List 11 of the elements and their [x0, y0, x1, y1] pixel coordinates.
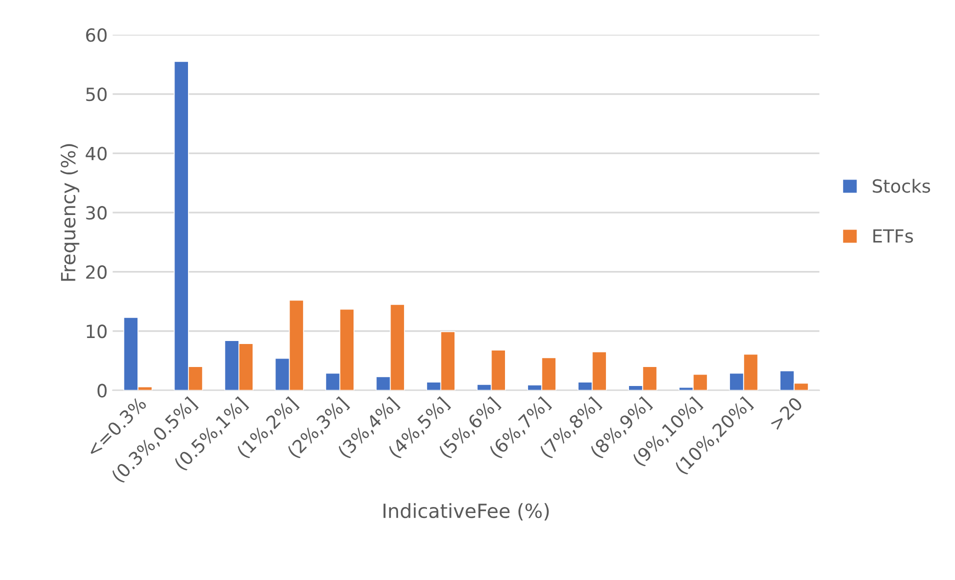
y-tick-label: 50 [86, 88, 107, 102]
legend-label: Stocks [872, 178, 930, 193]
y-tick-label: 0 [98, 384, 107, 398]
y-tick-label: 20 [86, 265, 107, 279]
x-axis-title: IndicativeFee (%) [384, 503, 549, 520]
y-tick-label: 60 [86, 28, 107, 42]
y-tick-label: 40 [86, 146, 107, 160]
legend-label: ETFs [873, 229, 913, 243]
y-axis-title: Frequency (%) [60, 144, 80, 281]
y-tick-label: 10 [86, 324, 107, 338]
y-tick-label: 30 [86, 206, 107, 220]
